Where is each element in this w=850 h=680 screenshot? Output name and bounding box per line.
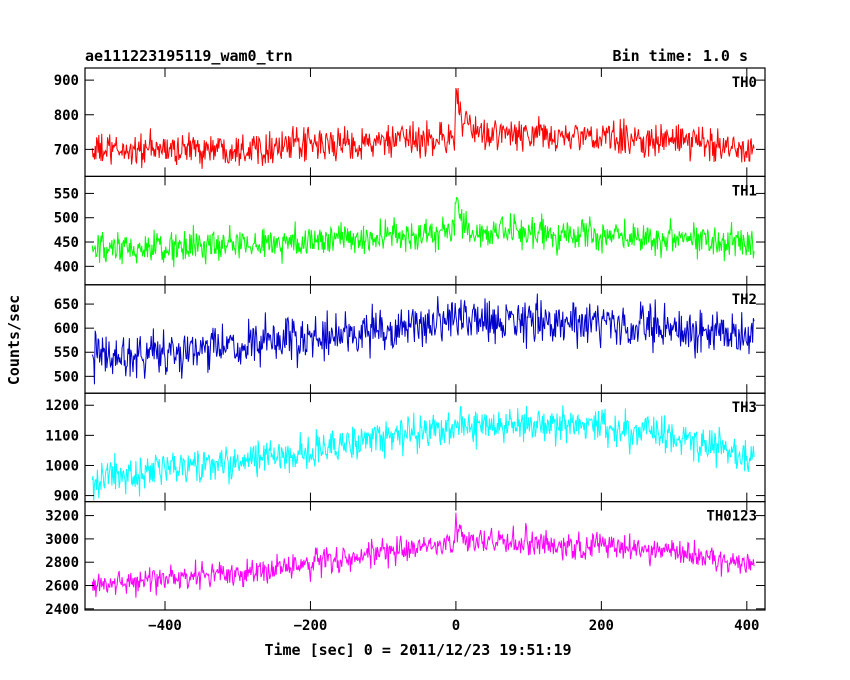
panel-label-th1: TH1	[732, 183, 757, 199]
series-line-th2	[91, 293, 755, 385]
panel-label-th3: TH3	[732, 400, 757, 416]
panel-th3: 900 1000 1100 1200 TH3	[45, 392, 766, 505]
y-tick-label: 2400	[45, 602, 79, 618]
panel-frame	[84, 501, 766, 611]
y-tick-label: 600	[54, 321, 79, 337]
y-axis-label: Counts/sec	[5, 295, 23, 385]
panel-th1: 400 450 500 550 TH1	[54, 175, 766, 286]
panel-th0123: 2400 2600 2800 3000 3200 TH0123	[45, 501, 766, 618]
panel-frame	[84, 392, 766, 503]
x-tick-label: −400	[148, 618, 182, 634]
y-tick-label: 2800	[45, 555, 79, 571]
panel-th2: 500 550 600 650 TH2	[54, 284, 766, 394]
y-tick-label: 1000	[45, 458, 79, 474]
y-tick-label: 1200	[45, 398, 79, 414]
series-line-th0123	[91, 512, 755, 598]
y-tick-label: 800	[54, 108, 79, 124]
y-tick-label: 500	[54, 211, 79, 227]
panel-th0: 700 800 900 TH0	[54, 67, 766, 178]
y-tick-label: 3000	[45, 532, 79, 548]
x-tick-label: −200	[294, 618, 328, 634]
y-tick-label: 650	[54, 297, 79, 313]
y-tick-label: 3200	[45, 509, 79, 525]
y-tick-label: 400	[54, 259, 79, 275]
x-tick-label: 0	[452, 618, 460, 634]
y-tick-label: 2600	[45, 579, 79, 595]
x-axis-label: Time [sec] 0 = 2011/12/23 19:51:19	[264, 641, 571, 659]
panel-label-th0123: TH0123	[706, 509, 757, 525]
panel-label-th0: TH0	[732, 75, 757, 91]
y-tick-label: 700	[54, 142, 79, 158]
y-tick-label: 900	[54, 73, 79, 89]
y-tick-label: 900	[54, 489, 79, 505]
y-tick-label: 500	[54, 369, 79, 385]
panels-group: 700 800 900 TH0 400 450 500 550 TH1 500 550 600 650 T…	[45, 67, 766, 634]
y-tick-label: 550	[54, 345, 79, 361]
y-tick-label: 450	[54, 235, 79, 251]
bin-time-label: Bin time: 1.0 s	[613, 47, 748, 65]
series-line-th3	[91, 405, 755, 501]
series-line-th0	[91, 87, 755, 169]
chart-title: ae111223195119_wam0_trn	[85, 47, 293, 65]
y-tick-label: 550	[54, 186, 79, 202]
x-tick-label: 200	[589, 618, 614, 634]
series-line-th1	[91, 196, 755, 268]
y-tick-label: 1100	[45, 428, 79, 444]
x-tick-label: 400	[734, 618, 759, 634]
panel-frame	[84, 67, 766, 178]
panel-label-th2: TH2	[732, 292, 757, 308]
